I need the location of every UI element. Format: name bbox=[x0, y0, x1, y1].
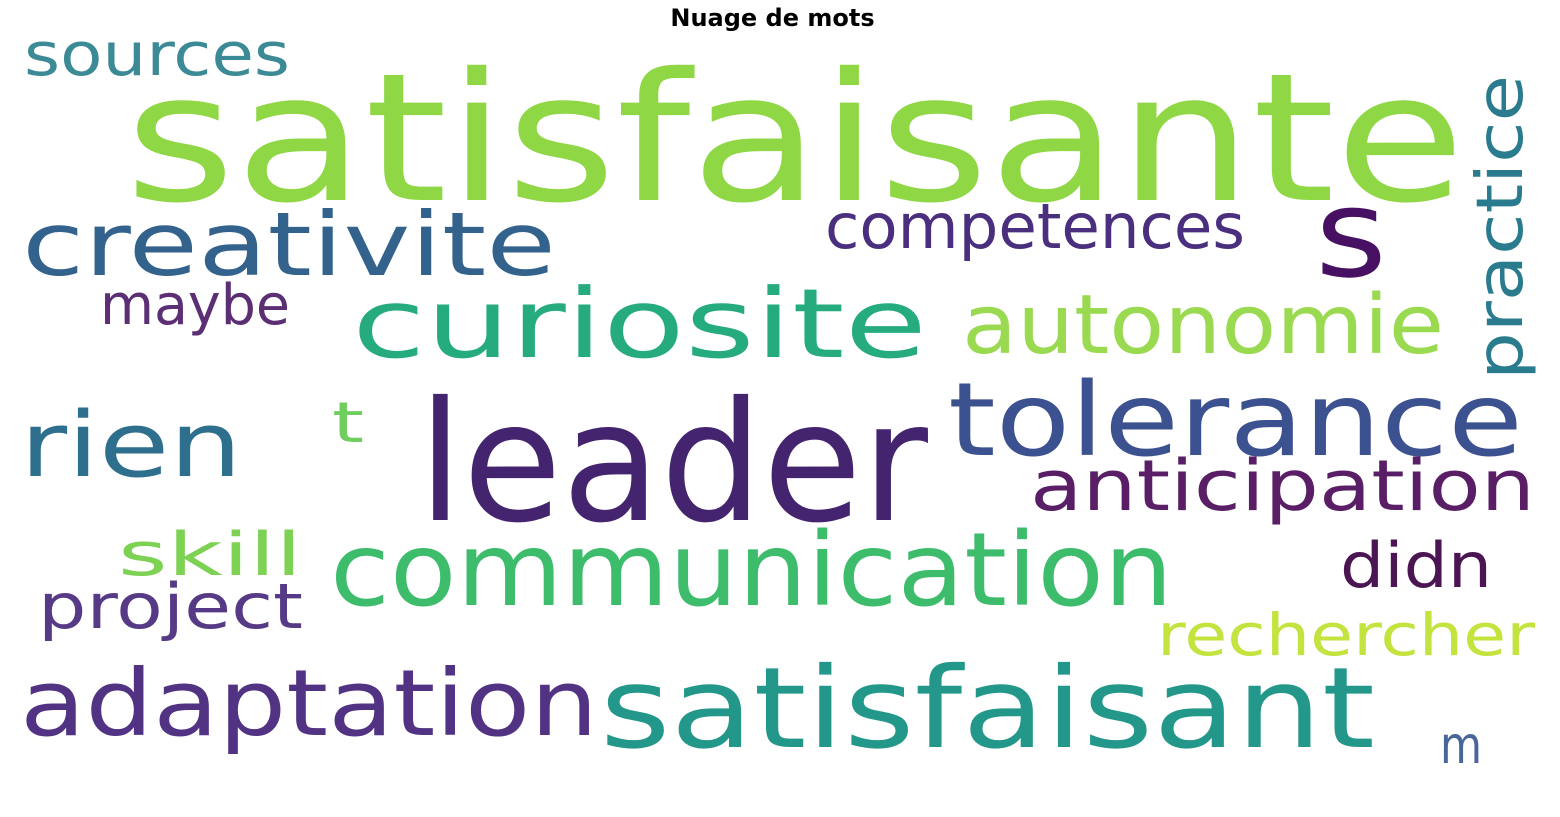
word-creativite: creativite bbox=[22, 193, 556, 296]
word-skill: skill bbox=[118, 520, 302, 590]
word-rechercher: rechercher bbox=[1157, 601, 1535, 669]
word-anticipation: anticipation bbox=[1030, 445, 1535, 527]
word-satisfaisant: satisfaisant bbox=[600, 644, 1375, 774]
word-maybe: maybe bbox=[100, 273, 290, 338]
word-communication: communication bbox=[330, 511, 1173, 630]
word-s: s bbox=[1315, 163, 1387, 305]
word-sources: sources bbox=[24, 20, 290, 90]
word-practice: practice bbox=[1464, 75, 1538, 380]
word-competences: competences bbox=[825, 190, 1245, 263]
word-project: project bbox=[38, 570, 303, 643]
word-curiosite: curiosite bbox=[352, 268, 927, 380]
word-didn: didn bbox=[1340, 529, 1492, 602]
word-tolerance: tolerance bbox=[948, 361, 1523, 480]
word-satisfaisante: satisfaisante bbox=[125, 35, 1465, 242]
word-t: t bbox=[332, 391, 364, 456]
word-leader: leader bbox=[418, 367, 929, 560]
word-autonomie: autonomie bbox=[962, 278, 1444, 373]
page-title: Nuage de mots bbox=[670, 4, 875, 32]
word-m: m bbox=[1440, 716, 1482, 776]
word-rien: rien bbox=[20, 393, 242, 498]
word-adaptation: adaptation bbox=[20, 650, 598, 757]
